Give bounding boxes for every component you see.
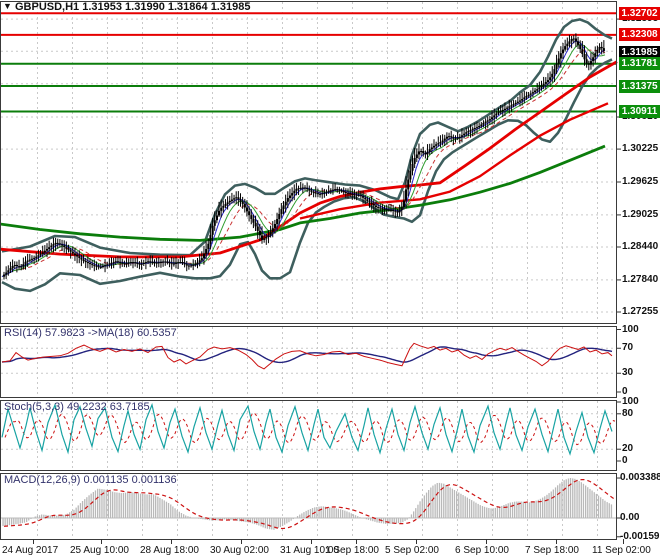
axis-tick-marks [33,18,624,544]
rsi-plot[interactable] [1,342,613,370]
stochastic-plot[interactable] [1,402,616,456]
macd-plot[interactable] [1,478,616,530]
grid-lines [1,2,616,538]
panel-borders [0,1,617,540]
support-resistance-lines [1,12,616,113]
panel-backgrounds [0,1,617,540]
candlestick-series [3,33,605,280]
bollinger-bands [1,18,613,293]
